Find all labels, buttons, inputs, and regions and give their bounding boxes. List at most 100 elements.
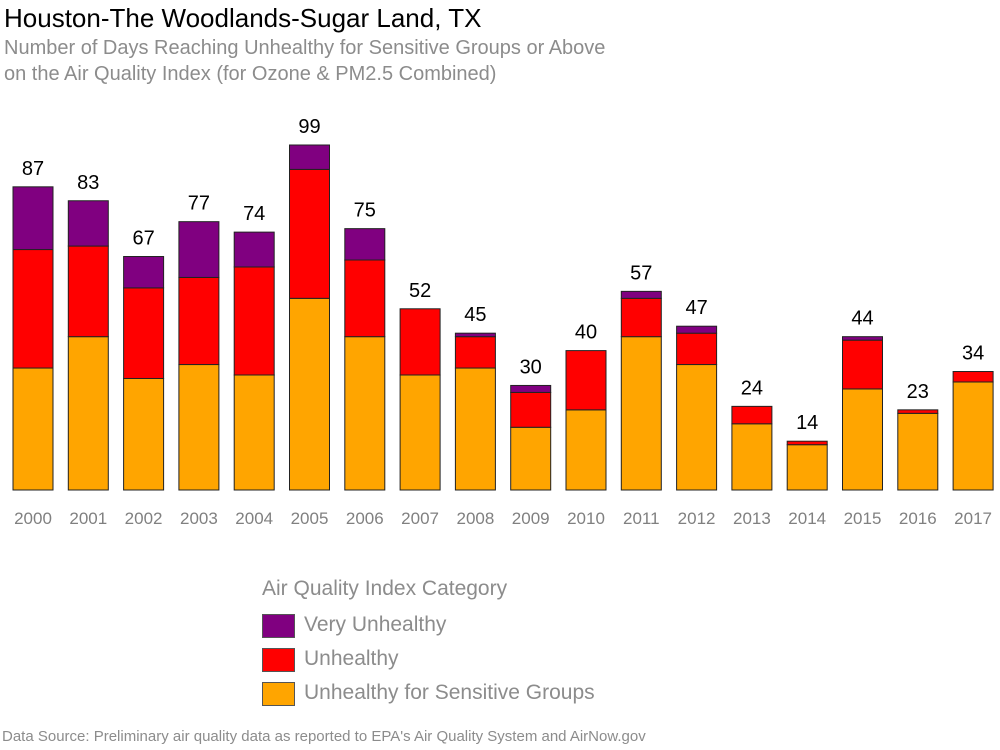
bar-2008-unhealthy-for-sensitive-groups	[454, 367, 496, 491]
x-tick-label-2012: 2012	[678, 509, 716, 528]
bar-2005-unhealthy-for-sensitive-groups	[289, 297, 330, 491]
total-label-2000: 87	[22, 158, 44, 180]
total-label-2007: 52	[409, 280, 431, 302]
bar-2001-very-unhealthy	[67, 200, 109, 247]
x-tick-label-2010: 2010	[567, 509, 605, 528]
bar-2003-unhealthy	[178, 276, 220, 366]
legend: Air Quality Index Category Very Unhealth…	[262, 576, 595, 706]
bar-2006-unhealthy-for-sensitive-groups	[344, 336, 386, 491]
x-tick-label-2016: 2016	[899, 509, 937, 528]
bar-2015-unhealthy-for-sensitive-groups	[842, 388, 883, 491]
x-tick-label-2001: 2001	[69, 509, 107, 528]
bar-2007-unhealthy-for-sensitive-groups	[399, 374, 441, 491]
bar-2017-unhealthy	[952, 371, 994, 383]
bar-2011-unhealthy-for-sensitive-groups	[620, 336, 662, 491]
bar-2012-unhealthy-for-sensitive-groups	[676, 364, 718, 491]
bar-2008-unhealthy	[454, 336, 496, 369]
bar-2012-unhealthy	[676, 332, 718, 366]
x-tick-label-2003: 2003	[180, 509, 218, 528]
total-label-2013: 24	[741, 377, 763, 399]
chart-title: Houston-The Woodlands-Sugar Land, TX	[4, 3, 482, 33]
bar-2017-unhealthy-for-sensitive-groups	[952, 381, 994, 491]
legend-swatch-unhealthy	[262, 648, 295, 672]
total-label-2008: 45	[464, 304, 486, 326]
legend-swatch-unhealthy-sensitive	[262, 682, 295, 706]
total-label-2006: 75	[354, 200, 376, 222]
bar-2003-very-unhealthy	[178, 221, 220, 278]
total-label-2011: 57	[630, 262, 652, 284]
bar-2002-very-unhealthy	[123, 256, 165, 289]
total-label-2002: 67	[132, 228, 154, 250]
bar-2014-unhealthy-for-sensitive-groups	[786, 444, 828, 491]
bar-2012-very-unhealthy	[676, 325, 718, 334]
bar-2006-unhealthy	[344, 259, 386, 338]
data-source-note: Data Source: Preliminary air quality dat…	[2, 728, 646, 745]
bar-2013-unhealthy	[731, 405, 773, 425]
bar-2002-unhealthy-for-sensitive-groups	[123, 377, 165, 491]
bar-2004-unhealthy-for-sensitive-groups	[233, 374, 275, 491]
bar-2004-very-unhealthy	[233, 231, 275, 268]
chart-subtitle-line-1: Number of Days Reaching Unhealthy for Se…	[4, 37, 606, 59]
total-label-2005: 99	[298, 116, 320, 138]
stacked-bar-chart: 87 83 67 77 74 99 75 52 45 30 40 57 47 24 14 44 23 34 200…	[12, 116, 994, 528]
bar-2015-unhealthy	[842, 339, 883, 390]
bar-2003-unhealthy-for-sensitive-groups	[178, 364, 220, 491]
bar-2001-unhealthy-for-sensitive-groups	[67, 336, 109, 491]
x-tick-label-2011: 2011	[623, 509, 660, 528]
bar-2009-unhealthy-for-sensitive-groups	[510, 426, 552, 491]
total-label-2014: 14	[796, 412, 818, 434]
legend-label-unhealthy: Unhealthy	[304, 647, 399, 670]
bar-2000-unhealthy-for-sensitive-groups	[12, 367, 54, 491]
bar-2010-unhealthy	[565, 350, 607, 411]
bar-2011-unhealthy	[620, 297, 662, 338]
bar-2005-very-unhealthy	[289, 144, 330, 170]
bar-2016-unhealthy	[897, 409, 939, 414]
bar-2005-unhealthy	[289, 168, 330, 299]
total-label-2015: 44	[851, 308, 873, 330]
x-tick-labels-layer: 2000 2001 2002 2003 2004 2005 2006 2007 2008 2009…	[14, 509, 992, 528]
total-label-2004: 74	[243, 203, 265, 225]
bar-2015-very-unhealthy	[842, 336, 883, 341]
bar-2010-unhealthy-for-sensitive-groups	[565, 409, 607, 491]
x-tick-label-2007: 2007	[401, 509, 439, 528]
bar-2004-unhealthy	[233, 266, 275, 376]
legend-label-very-unhealthy: Very Unhealthy	[304, 613, 447, 636]
total-label-2016: 23	[907, 381, 929, 403]
x-tick-label-2004: 2004	[235, 509, 273, 528]
bar-2006-very-unhealthy	[344, 228, 386, 261]
bar-2014-unhealthy	[786, 440, 828, 446]
total-label-2010: 40	[575, 322, 597, 344]
bar-2013-unhealthy-for-sensitive-groups	[731, 423, 773, 491]
bar-2008-very-unhealthy	[454, 332, 496, 338]
bar-2000-unhealthy	[12, 249, 54, 369]
bar-2002-unhealthy	[123, 287, 165, 379]
total-label-2012: 47	[685, 297, 707, 319]
legend-label-unhealthy-sensitive: Unhealthy for Sensitive Groups	[304, 681, 595, 704]
chart-subtitle-line-2: on the Air Quality Index (for Ozone & PM…	[4, 63, 497, 85]
x-tick-label-2002: 2002	[125, 509, 163, 528]
bars-layer	[12, 144, 994, 491]
bar-2009-unhealthy	[510, 391, 552, 428]
legend-swatch-very-unhealthy	[262, 614, 295, 638]
x-tick-label-2009: 2009	[512, 509, 550, 528]
bar-2000-very-unhealthy	[12, 186, 54, 251]
x-tick-label-2008: 2008	[456, 509, 494, 528]
bar-2016-unhealthy-for-sensitive-groups	[897, 412, 939, 491]
x-tick-label-2014: 2014	[788, 509, 826, 528]
x-tick-label-2000: 2000	[14, 509, 52, 528]
total-label-2009: 30	[520, 356, 542, 378]
x-tick-label-2005: 2005	[291, 509, 329, 528]
x-tick-label-2015: 2015	[844, 509, 882, 528]
legend-title: Air Quality Index Category	[262, 577, 508, 600]
bar-2001-unhealthy	[67, 245, 109, 338]
total-labels-layer: 87 83 67 77 74 99 75 52 45 30 40 57 47 24 14 44 23 34	[22, 116, 984, 434]
bar-2009-very-unhealthy	[510, 384, 552, 393]
total-label-2003: 77	[188, 193, 210, 215]
total-label-2017: 34	[962, 343, 984, 365]
bar-2011-very-unhealthy	[620, 290, 662, 299]
bar-2007-unhealthy	[399, 308, 441, 376]
x-tick-label-2013: 2013	[733, 509, 771, 528]
x-tick-label-2017: 2017	[954, 509, 992, 528]
total-label-2001: 83	[77, 172, 99, 194]
x-tick-label-2006: 2006	[346, 509, 384, 528]
